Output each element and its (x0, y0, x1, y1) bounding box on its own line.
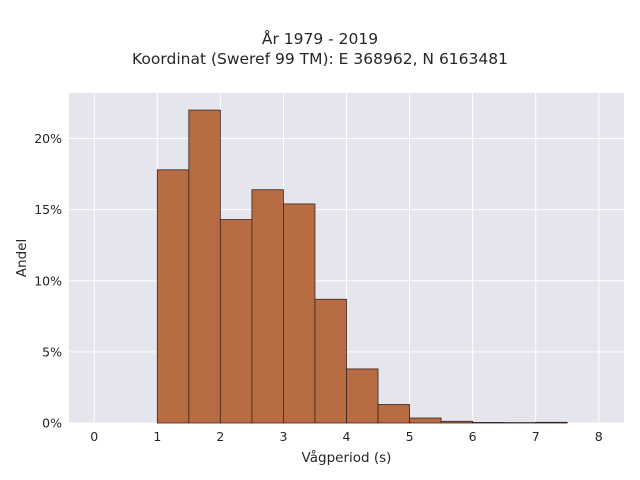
histogram-bar (314, 298, 347, 424)
x-tick-label: 7 (532, 429, 540, 444)
y-tick-label: 20% (34, 131, 62, 146)
chart-title-line-2: Koordinat (Sweref 99 TM): E 368962, N 61… (132, 50, 508, 68)
histogram-bar (535, 421, 568, 424)
x-axis-label: Vågperiod (s) (302, 449, 392, 466)
histogram-bar (472, 422, 505, 424)
histogram-bar (283, 203, 316, 424)
x-tick-label: 1 (153, 429, 161, 444)
x-tick-label: 5 (406, 429, 414, 444)
x-tick-labels: 0 1 2 3 4 5 6 7 8 (90, 429, 603, 444)
histogram-bar (219, 219, 253, 424)
histogram-bar (409, 417, 442, 424)
y-axis-label: Andel (14, 239, 30, 277)
x-tick-label: 6 (469, 429, 477, 444)
chart-title-line-1: År 1979 - 2019 (261, 30, 379, 48)
y-tick-label: 0% (42, 416, 62, 431)
y-tick-label: 15% (34, 202, 62, 217)
histogram-bar (377, 404, 410, 424)
x-tick-label: 4 (343, 429, 351, 444)
y-tick-label: 10% (34, 273, 62, 288)
x-tick-label: 2 (216, 429, 224, 444)
histogram-bars (156, 109, 568, 424)
histogram-bar (156, 169, 190, 424)
histogram-bar (440, 420, 474, 424)
x-tick-label: 3 (279, 429, 287, 444)
x-tick-label: 0 (90, 429, 98, 444)
histogram-bar (188, 109, 221, 424)
y-tick-labels: 0% 5% 10% 15% 20% (34, 131, 62, 430)
x-tick-label: 8 (595, 429, 603, 444)
histogram-bar (251, 189, 284, 424)
histogram-bar (346, 368, 379, 424)
y-tick-label: 5% (42, 344, 62, 359)
